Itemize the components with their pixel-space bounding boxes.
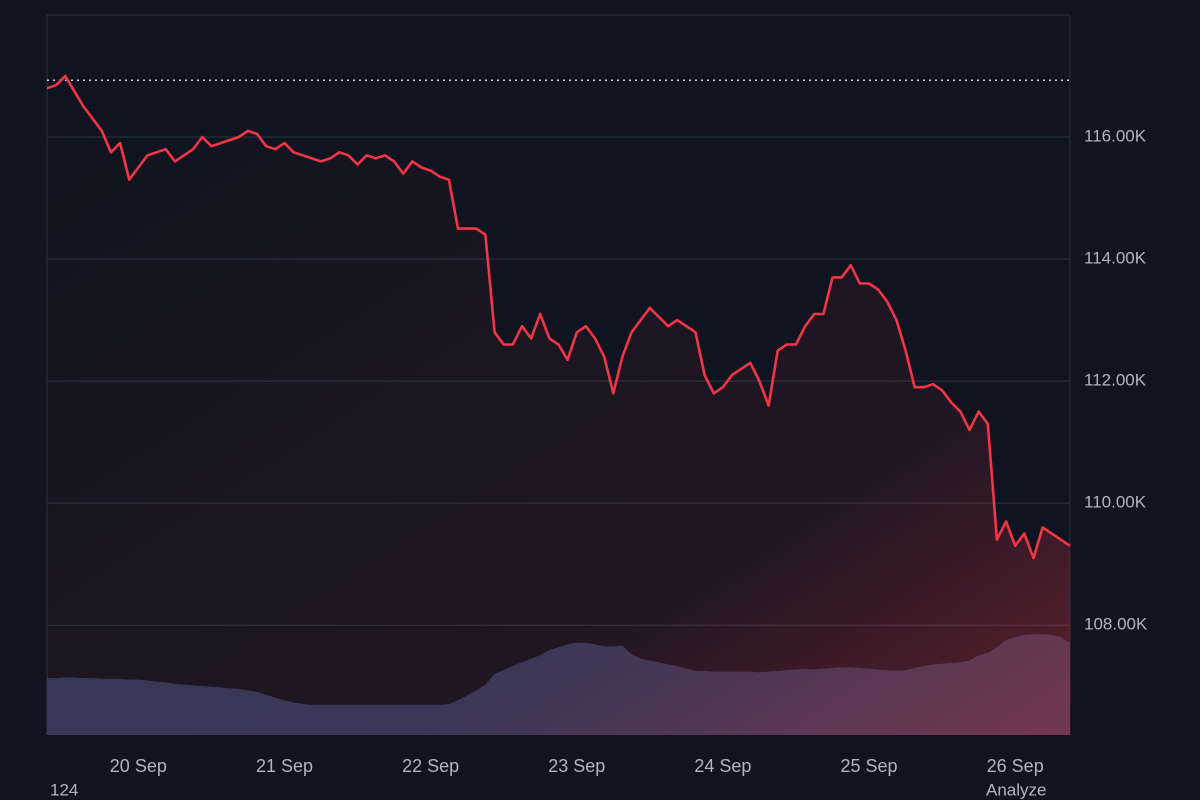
x-tick-label: 24 Sep xyxy=(694,756,751,776)
x-tick-label: 25 Sep xyxy=(841,756,898,776)
y-tick-label: 116.00K xyxy=(1084,127,1147,146)
footer-right[interactable]: Analyze xyxy=(986,780,1046,799)
price-area xyxy=(47,76,1070,735)
y-tick-label: 108.00K xyxy=(1084,615,1148,634)
y-tick-label: 112.00K xyxy=(1084,371,1147,390)
y-tick-label: 110.00K xyxy=(1084,493,1147,512)
x-tick-label: 22 Sep xyxy=(402,756,459,776)
x-tick-label: 21 Sep xyxy=(256,756,313,776)
footer-left: 124 xyxy=(50,780,78,799)
x-tick-label: 26 Sep xyxy=(987,756,1044,776)
y-tick-label: 114.00K xyxy=(1084,249,1147,268)
x-tick-label: 23 Sep xyxy=(548,756,605,776)
x-tick-label: 20 Sep xyxy=(110,756,167,776)
price-line xyxy=(46,74,1071,560)
